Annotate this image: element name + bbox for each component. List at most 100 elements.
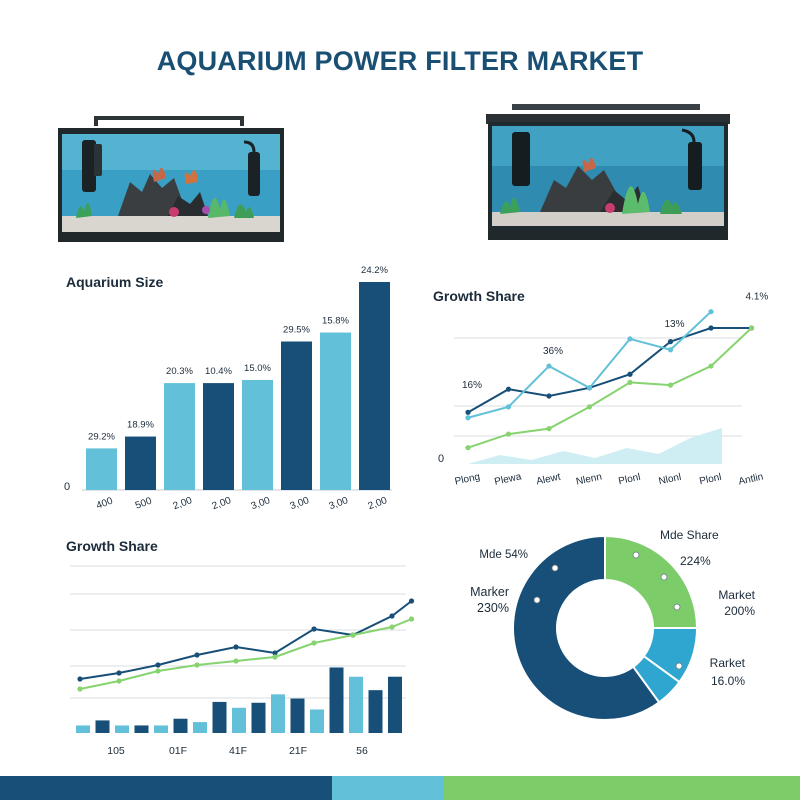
combo-point-green-4: [233, 658, 239, 664]
combo-point-navy-2: [155, 662, 161, 668]
bar-value-label-7: 24.2%: [361, 265, 388, 276]
combo-point-navy-6: [311, 626, 317, 632]
bar-5: [281, 341, 312, 490]
combo-point-green-2: [155, 668, 161, 674]
line-point-0-4: [627, 371, 633, 377]
line-point-2-6: [708, 363, 714, 369]
combo-x-tick-1: 01F: [169, 745, 187, 757]
bar-category-label-1: 500: [134, 495, 154, 511]
donut-marker-1: [660, 573, 668, 581]
line-point-1-3: [586, 385, 593, 391]
line-series-0: [467, 327, 752, 414]
combo-bar-11: [290, 698, 305, 733]
combo-point-green-6: [311, 640, 317, 646]
bar-1: [125, 436, 156, 490]
combo-bar-15: [368, 690, 383, 733]
combo-bar-12: [310, 709, 324, 733]
combo-point-green-5: [272, 654, 278, 660]
line-point-0-5: [667, 339, 674, 345]
bar-value-label-6: 15.8%: [322, 316, 349, 327]
combo-line-green: [79, 618, 412, 690]
line-point-1-1: [505, 404, 512, 410]
bar-category-label-3: 2,00: [211, 495, 233, 512]
line-category-label-6: Plonl: [698, 472, 722, 487]
line-category-label-1: Plewa: [494, 471, 523, 488]
line-point-2-2: [546, 426, 552, 432]
bar-value-label-4: 15.0%: [244, 363, 271, 374]
combo-bar-5: [173, 718, 188, 733]
donut-slice-0: [604, 534, 699, 629]
donut-label-6: Mde 54%: [479, 549, 528, 561]
growth-share-combo: 105 01F 41F 21F 56: [70, 565, 415, 757]
bar-value-label-0: 29.2%: [88, 431, 115, 442]
line-point-2-5: [667, 382, 674, 388]
donut-label-1: 224%: [680, 554, 711, 568]
combo-point-navy-9: [408, 598, 415, 604]
growth-share-title-bottom: Growth Share: [66, 538, 158, 554]
line-point-1-6: [708, 309, 714, 315]
bar-category-label-6: 3,00: [328, 495, 350, 512]
combo-bar-4: [154, 725, 168, 733]
bar-category-label-0: 400: [95, 495, 115, 511]
footer-segment-navy: [0, 776, 332, 800]
growth-share-title-top: Growth Share: [433, 288, 525, 304]
bar-category-label-5: 3,00: [289, 495, 311, 512]
growth-share-line-chart: Growth Share 0 16% 36% 13% 4.1% Plong Plewa Ale…: [426, 276, 772, 506]
combo-point-green-3: [194, 662, 200, 668]
combo-point-green-9: [408, 616, 415, 622]
combo-bar-6: [193, 722, 207, 733]
combo-x-tick-4: 56: [356, 745, 368, 757]
line-category-label-2: Alewt: [535, 472, 561, 488]
combo-x-tick-0: 105: [107, 745, 125, 757]
line-category-label-0: Plong: [454, 472, 481, 488]
donut-marker-3: [675, 662, 683, 670]
donut-label-8: 230%: [477, 601, 509, 615]
market-share-donut: Mde Share 224% Market 200% Rarket 16.0% Mde 54…: [470, 528, 756, 721]
donut-label-2: Market: [718, 588, 755, 602]
combo-point-navy-5: [272, 650, 278, 656]
bar-category-label-4: 3,00: [250, 495, 272, 512]
growth-share-combo-chart: Growth Share 105 01F 41F 21F 56: [60, 530, 420, 768]
line-point-1-2: [546, 363, 552, 369]
bar-y-tick: 0: [64, 481, 70, 493]
donut-slice-3: [512, 534, 661, 721]
line-point-0-2: [546, 393, 552, 399]
line-category-label-5: Nlonl: [658, 472, 683, 487]
line-point-0-0: [465, 409, 471, 415]
line-point-2-4: [627, 379, 633, 385]
line-series-2: [467, 327, 753, 449]
combo-point-green-8: [389, 624, 395, 630]
line-point-1-4: [627, 336, 633, 342]
donut-marker-2: [673, 603, 681, 611]
combo-point-navy-1: [116, 670, 122, 676]
line-category-label-4: Plonl: [617, 472, 641, 487]
line-annotation-0: 16%: [462, 380, 482, 391]
combo-point-green-7: [350, 632, 356, 638]
combo-bar-3: [134, 725, 149, 733]
combo-bar-13: [329, 667, 344, 733]
footer-segment-light-blue: [332, 776, 444, 800]
donut-label-3: 200%: [724, 604, 755, 618]
combo-bar-1: [95, 720, 110, 733]
bar-7: [359, 282, 390, 490]
aquarium-illustration-left: [58, 116, 284, 242]
bar-category-label-2: 2,00: [172, 495, 194, 512]
page-title: AQUARIUM POWER FILTER MARKET: [156, 46, 644, 76]
combo-point-navy-0: [77, 676, 83, 682]
line-annotation-1: 36%: [543, 346, 563, 357]
line-category-label-7: Antlin: [738, 472, 765, 488]
donut-marker-0: [632, 551, 640, 559]
line-point-1-0: [465, 415, 471, 421]
line-area: [468, 428, 722, 464]
bar-value-label-2: 20.3%: [166, 366, 193, 377]
combo-bar-0: [76, 725, 90, 733]
bar-4: [242, 379, 273, 490]
line-point-0-6: [708, 325, 714, 331]
market-share-donut-chart: Mde Share 224% Market 200% Rarket 16.0% Mde 54…: [455, 518, 785, 728]
footer-bar: [0, 776, 800, 800]
donut-marker-5: [533, 596, 541, 604]
donut-label-7: Marker: [470, 585, 509, 599]
line-point-2-3: [586, 404, 593, 410]
bar-value-label-5: 29.5%: [283, 324, 310, 335]
combo-point-green-1: [116, 678, 122, 684]
